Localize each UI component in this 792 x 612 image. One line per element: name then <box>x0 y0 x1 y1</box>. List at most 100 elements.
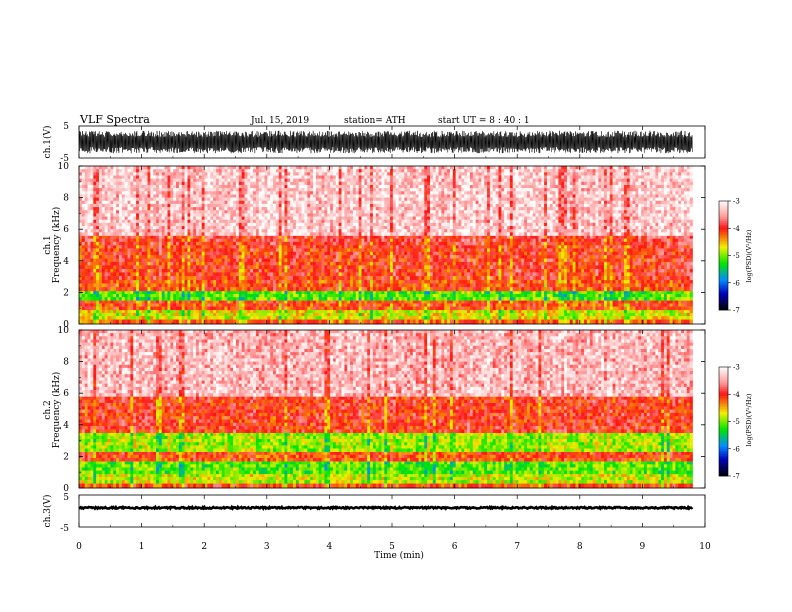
spectrogram-cell <box>130 316 134 320</box>
spectrogram-cell <box>310 258 314 263</box>
spectrogram-cell <box>541 287 545 292</box>
spectrogram-cell <box>384 251 388 256</box>
spectrogram-cell <box>586 293 591 298</box>
spectrogram-cell <box>304 255 308 259</box>
spectrogram-cell <box>133 261 137 266</box>
spectrogram-cell <box>409 245 414 249</box>
spectrogram-cell <box>244 248 248 253</box>
spectrogram-cell <box>153 245 157 249</box>
spectrogram-cell <box>412 248 417 253</box>
spectrogram-cell <box>669 248 673 253</box>
spectrogram-cell <box>398 283 402 288</box>
spectrogram-cell <box>672 272 676 277</box>
spectrogram-cell <box>521 258 525 263</box>
spectrogram-cell <box>198 312 203 317</box>
spectrogram-cell <box>304 272 308 277</box>
spectrogram-cell <box>509 258 514 263</box>
spectrogram-cell <box>424 255 428 259</box>
spectrogram-cell <box>686 268 691 273</box>
spectrogram-cell <box>270 312 274 317</box>
spectrogram-cell <box>198 245 203 249</box>
spectrogram-cell <box>592 306 596 311</box>
spectrogram-cell <box>247 293 251 298</box>
spectrogram-cell <box>624 268 628 273</box>
spectrogram-cell <box>686 245 691 249</box>
spectrogram-cell <box>238 312 243 317</box>
spectrogram-cell <box>121 312 126 317</box>
spectrogram-cell <box>498 261 502 266</box>
spectrogram-cell <box>487 255 491 259</box>
spectrogram-cell <box>335 248 340 253</box>
spectrogram-cell <box>344 279 348 284</box>
spectrogram-cell <box>407 303 411 307</box>
spectrogram-cell <box>361 251 365 256</box>
spectrogram-cell <box>224 297 228 301</box>
spectrogram-cell <box>330 293 334 298</box>
spectrogram-cell <box>484 251 488 256</box>
spectrogram-cell <box>518 312 522 317</box>
spectrogram-cell <box>472 245 477 249</box>
spectrogram-cell <box>632 290 636 295</box>
spectrogram-cell <box>281 300 285 304</box>
spectrogram-cell <box>210 245 214 249</box>
spectrogram-cell <box>595 279 599 284</box>
spectrogram-cell <box>244 319 248 325</box>
spectrogram-cell <box>424 297 428 301</box>
spectrogram-cell <box>184 300 188 304</box>
spectrogram-cell <box>401 261 405 266</box>
spectrogram-cell <box>541 258 545 263</box>
spectrogram-cell <box>158 248 163 253</box>
spectrogram-cell <box>207 245 211 249</box>
spectrogram-cell <box>458 297 462 301</box>
spectrogram-cell <box>324 255 328 259</box>
spectrogram-cell <box>358 251 362 256</box>
spectrogram-cell <box>481 255 485 259</box>
spectrogram-cell <box>549 283 554 288</box>
spectrogram-cell <box>312 276 317 281</box>
spectrogram-cell <box>584 319 588 325</box>
spectrogram-cell <box>84 265 88 269</box>
spectrogram-cell <box>261 255 265 259</box>
spectrogram-cell <box>107 309 111 314</box>
spectrogram-cell <box>578 300 582 304</box>
spectrogram-cell <box>298 300 302 304</box>
spectrogram-cell <box>375 312 379 317</box>
spectrogram-cell <box>407 306 411 311</box>
spectrogram-cell <box>686 283 691 288</box>
spectrogram-cell <box>321 300 325 304</box>
spectrogram-cell <box>250 293 254 298</box>
spectrogram-cell <box>158 293 163 298</box>
spectrogram-cell <box>101 245 106 249</box>
spectrogram-cell <box>427 255 431 259</box>
spectrogram-cell <box>401 272 405 277</box>
spectrogram-cell <box>475 268 479 273</box>
spectrogram-cell <box>435 276 439 281</box>
spectrogram-cell <box>504 319 508 325</box>
spectrogram-cell <box>624 276 628 281</box>
spectrogram-cell <box>281 287 285 292</box>
spectrogram-cell <box>601 319 605 325</box>
spectrogram-cell <box>190 279 194 284</box>
spectrogram-cell <box>310 261 314 266</box>
spectrogram-cell <box>318 255 322 259</box>
spectrogram-cell <box>452 300 457 304</box>
spectrogram-cell <box>275 276 280 281</box>
spectrogram-cell <box>267 258 271 263</box>
spectrogram-cell <box>224 279 228 284</box>
spectrogram-cell <box>167 255 171 259</box>
spectrogram-cell <box>452 245 457 249</box>
spectrogram-cell <box>447 258 451 263</box>
spectrogram-cell <box>672 319 676 325</box>
spectrogram-cell <box>364 261 368 266</box>
spectrogram-cell <box>258 276 263 281</box>
spectrogram-cell <box>512 248 516 253</box>
spectrogram-cell <box>481 297 485 301</box>
spectrogram-cell <box>461 261 465 266</box>
spectrogram-cell <box>201 258 205 263</box>
spectrogram-cell <box>661 297 665 301</box>
spectrogram-cell <box>213 287 217 292</box>
spectrogram-cell <box>210 312 214 317</box>
spectrogram-cell <box>278 261 282 266</box>
spectrogram-cell <box>213 312 217 317</box>
spectrogram-cell <box>176 272 180 277</box>
